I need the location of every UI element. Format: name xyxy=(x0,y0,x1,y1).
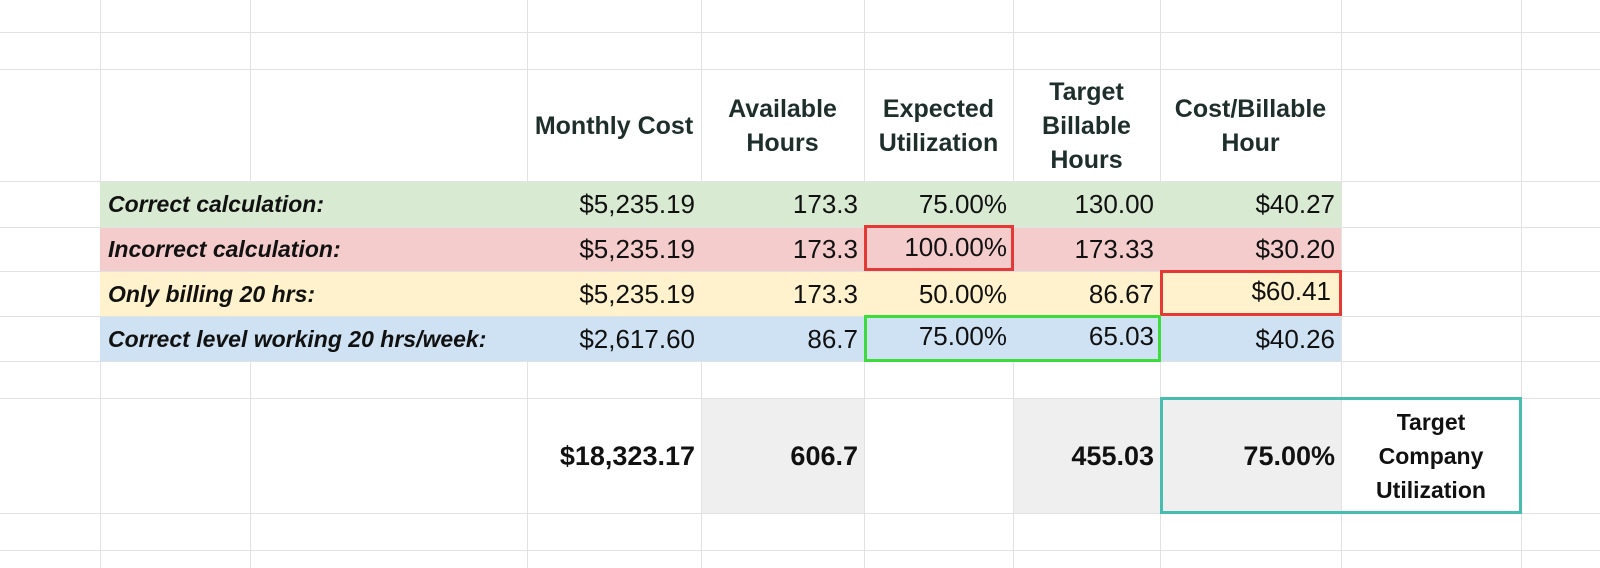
grid-row-line xyxy=(0,361,1600,362)
grid-row-line xyxy=(0,181,1600,182)
cell-cost-per-billable-hour[interactable]: $40.27 xyxy=(1255,189,1335,219)
total-company-utilization[interactable]: 75.00% xyxy=(1243,440,1335,471)
row-label[interactable]: Incorrect calculation: xyxy=(108,236,341,262)
grid-row-line xyxy=(0,398,1600,399)
grid-row-line xyxy=(0,316,1600,317)
cell-monthly-cost[interactable]: $2,617.60 xyxy=(579,323,695,354)
row-fill-correct xyxy=(100,182,1341,227)
cell-target-billable-hours[interactable]: 86.67 xyxy=(1088,278,1154,309)
grid-row-line xyxy=(0,227,1600,228)
cell-target-billable-hours[interactable]: 130.00 xyxy=(1074,189,1154,219)
total-fill-available-hours xyxy=(702,399,864,513)
target-company-utilization-label[interactable]: Target Company Utilization xyxy=(1376,409,1486,503)
row-fill-incorrect xyxy=(100,228,1341,271)
row-fill-correct-level xyxy=(100,317,1341,361)
cell-monthly-cost[interactable]: $5,235.19 xyxy=(579,234,695,264)
total-available-hours[interactable]: 606.7 xyxy=(790,440,858,471)
cell-cost-per-billable-hour[interactable]: $40.26 xyxy=(1255,323,1335,354)
cell-monthly-cost[interactable]: $5,235.19 xyxy=(579,189,695,219)
total-monthly-cost[interactable]: $18,323.17 xyxy=(559,440,695,471)
cell-expected-utilization[interactable]: 75.00% xyxy=(918,189,1007,219)
header-cost-per-billable-hour[interactable]: Cost/Billable Hour xyxy=(1174,94,1327,157)
cell-available-hours[interactable]: 86.7 xyxy=(807,323,858,354)
cell-available-hours[interactable]: 173.3 xyxy=(792,234,858,264)
row-label[interactable]: Only billing 20 hrs: xyxy=(108,280,316,307)
cell-target-billable-hours[interactable]: 65.03 xyxy=(1088,321,1154,351)
cell-expected-utilization[interactable]: 100.00% xyxy=(904,232,1007,262)
grid-row-line xyxy=(0,271,1600,272)
grid-row-line xyxy=(0,550,1600,551)
grid-row-line xyxy=(0,32,1600,33)
cell-monthly-cost[interactable]: $5,235.19 xyxy=(579,278,695,309)
cell-cost-per-billable-hour[interactable]: $60.41 xyxy=(1251,276,1331,306)
header-target-billable-hours[interactable]: Target Billable Hours xyxy=(1042,77,1131,174)
cell-available-hours[interactable]: 173.3 xyxy=(792,189,858,219)
row-fill-only-billing xyxy=(100,272,1341,316)
total-target-billable-hours[interactable]: 455.03 xyxy=(1071,440,1154,471)
cell-available-hours[interactable]: 173.3 xyxy=(792,278,858,309)
cell-expected-utilization[interactable]: 75.00% xyxy=(918,321,1007,351)
grid-row-line xyxy=(0,69,1600,70)
cell-target-billable-hours[interactable]: 173.33 xyxy=(1074,234,1154,264)
cell-expected-utilization[interactable]: 50.00% xyxy=(918,278,1007,309)
row-label[interactable]: Correct calculation: xyxy=(108,191,324,217)
grid-row-line xyxy=(0,513,1600,514)
grid-column-line xyxy=(1521,0,1522,568)
total-fill-target-billable xyxy=(1014,399,1160,513)
row-label[interactable]: Correct level working 20 hrs/week: xyxy=(108,325,487,352)
header-expected-utilization[interactable]: Expected Utilization xyxy=(878,94,999,157)
cell-cost-per-billable-hour[interactable]: $30.20 xyxy=(1255,234,1335,264)
header-monthly-cost[interactable]: Monthly Cost xyxy=(534,111,694,140)
total-fill-utilization xyxy=(1161,399,1341,513)
header-available-hours[interactable]: Available Hours xyxy=(728,94,837,157)
